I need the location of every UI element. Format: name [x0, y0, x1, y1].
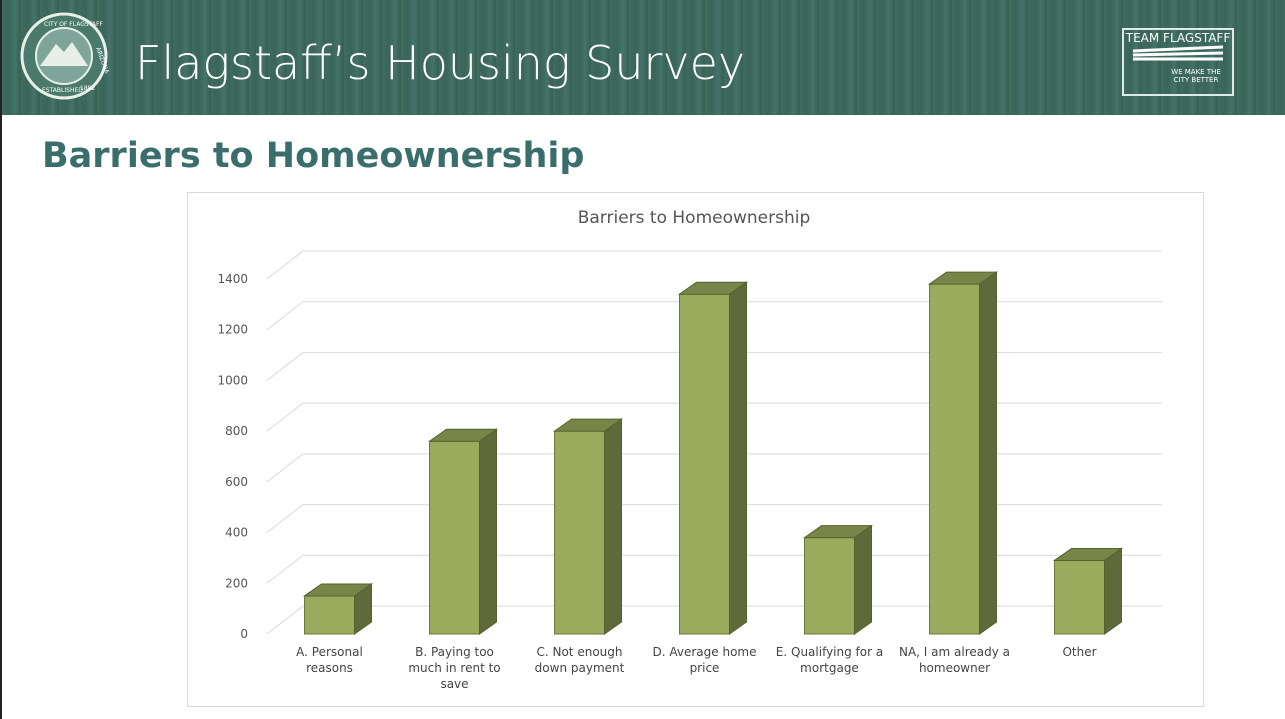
bar: [302, 582, 374, 635]
x-tick-label: C. Not enough down payment: [534, 645, 625, 675]
seal-text: 1882: [80, 85, 95, 92]
bar-front: [1054, 559, 1105, 635]
bar-front: [929, 283, 980, 635]
bar-side: [604, 418, 622, 635]
chart-frame: [187, 192, 1204, 707]
x-tick-label: D. Average home price: [652, 645, 757, 675]
bar-top: [302, 583, 374, 597]
seal: CITY OF FLAGSTAFF ARIZONA ESTABLISHED 18…: [20, 12, 110, 100]
bar-top: [927, 271, 999, 285]
bar-top: [427, 428, 499, 442]
x-tick-label: NA, I am already a homeowner: [898, 645, 1010, 675]
bar-front: [554, 430, 605, 635]
y-tick-label: 0: [240, 627, 248, 641]
y-tick-label: 800: [225, 424, 248, 438]
subtitle: Barriers to Homeownership: [42, 136, 585, 176]
y-tick-label: 1200: [217, 323, 248, 337]
y-tick-label: 600: [225, 475, 248, 489]
y-tick-label: 1000: [217, 373, 248, 387]
grid-line: [266, 554, 1162, 584]
bar: [927, 271, 999, 635]
bar-side: [729, 281, 747, 635]
bar-front: [304, 595, 355, 635]
bar-side: [854, 524, 872, 635]
chart-title: Barriers to Homeownership: [578, 208, 811, 228]
bar-top: [802, 525, 874, 539]
seal-text: CITY OF FLAGSTAFF: [44, 21, 103, 28]
bar-front: [429, 440, 480, 635]
bar-side: [1104, 547, 1122, 635]
y-tick-label: 1400: [217, 272, 248, 286]
bar: [1052, 547, 1124, 635]
bar: [427, 428, 499, 635]
bar-top: [677, 281, 749, 295]
x-tick-label: B. Paying too much in rent to save: [408, 645, 501, 691]
header-bar: CITY OF FLAGSTAFF ARIZONA ESTABLISHED 18…: [2, 0, 1285, 115]
logo: TEAM FLAGSTAFF WE MAKE THE CITY BETTER: [1122, 28, 1234, 96]
grid-line: [266, 351, 1162, 381]
bar-top: [552, 418, 624, 432]
logo-rays: [1132, 45, 1224, 61]
bar: [677, 281, 749, 635]
logo-tagline: WE MAKE THE CITY BETTER: [1171, 68, 1221, 84]
grid-line: [266, 605, 1162, 635]
bar-top: [1052, 547, 1124, 561]
grid-line: [266, 250, 1162, 280]
y-tick-label: 400: [225, 526, 248, 540]
y-tick-label: 200: [225, 576, 248, 590]
x-tick-label: A. Personal reasons: [296, 645, 363, 675]
logo-name: TEAM FLAGSTAFF: [1125, 31, 1231, 45]
grid-line: [266, 301, 1162, 331]
seal-text: ESTABLISHED: [42, 87, 83, 94]
x-tick-label: E. Qualifying for a mortgage: [775, 645, 884, 675]
bar: [552, 418, 624, 635]
bar: [802, 524, 874, 635]
grid-line: [266, 402, 1162, 432]
bar-side: [479, 428, 497, 635]
bar-front: [804, 537, 855, 635]
slide-title: Flagstaff’s Housing Survey: [135, 36, 746, 90]
x-tick-label: Other: [1062, 645, 1097, 659]
bar-front: [679, 293, 730, 635]
grid-line: [266, 453, 1162, 483]
bar-side: [979, 271, 997, 635]
grid-line: [266, 504, 1162, 533]
